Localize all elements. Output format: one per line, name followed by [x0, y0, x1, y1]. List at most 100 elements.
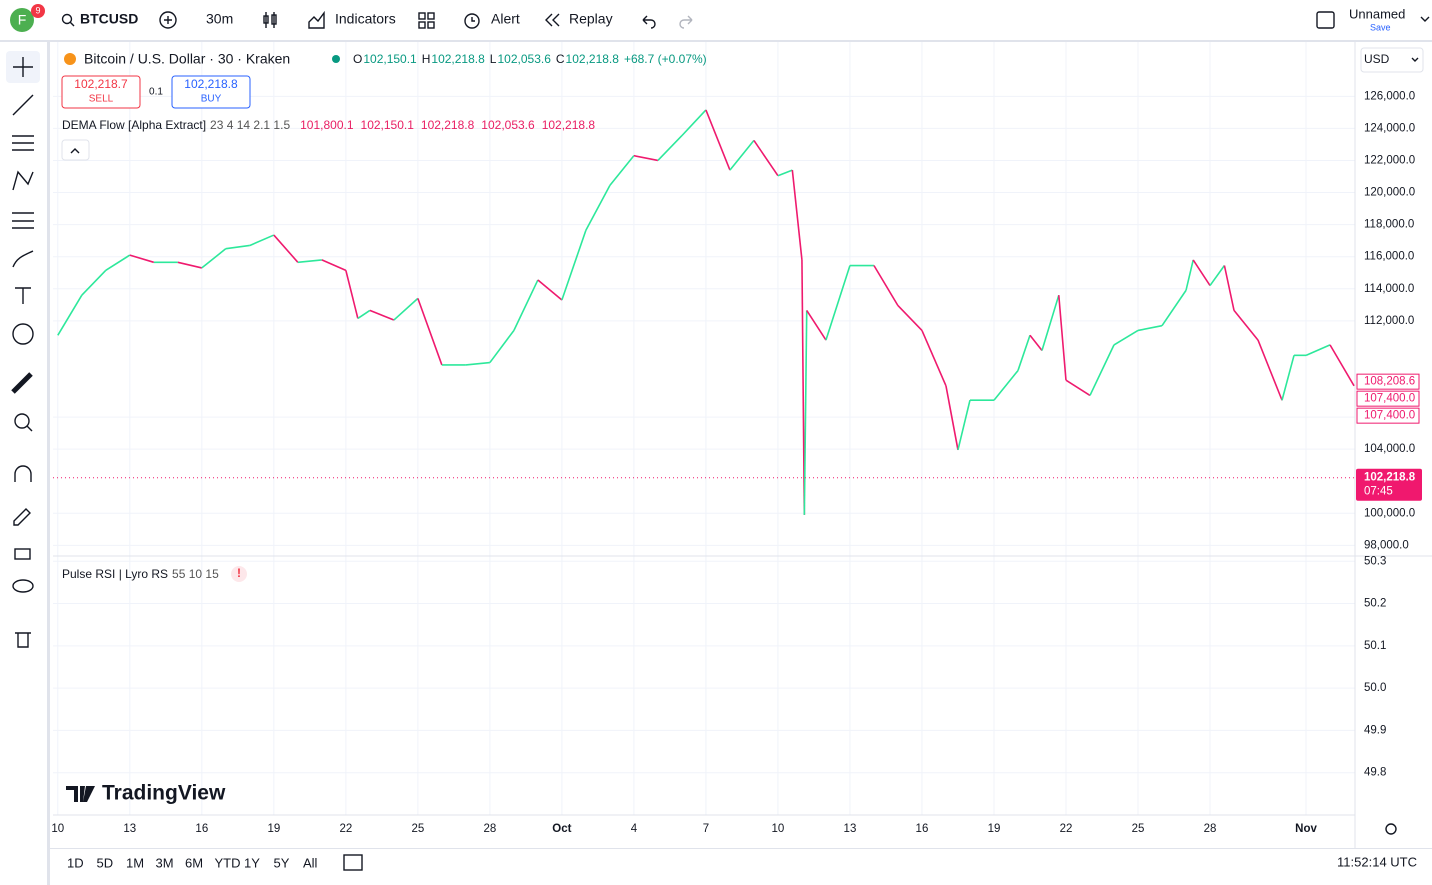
x-tick-label: 16: [916, 823, 929, 835]
indicators[interactable]: Indicators: [335, 11, 396, 27]
buy-button[interactable]: [171, 75, 251, 109]
price-tag-label: 107,400.0: [1364, 393, 1415, 405]
date-range-icon[interactable]: [343, 854, 363, 871]
replay[interactable]: Replay: [569, 11, 613, 27]
y-tick-label: 120,000.0: [1364, 187, 1415, 199]
x-tick-label: 19: [267, 823, 280, 835]
price-segment: [1089, 344, 1115, 396]
range-button[interactable]: 6M: [185, 855, 203, 870]
price-segment: [957, 400, 971, 451]
zoom-tool[interactable]: [14, 413, 30, 429]
price-segment: [57, 294, 83, 336]
warning-badge: [231, 566, 247, 582]
range-button[interactable]: 3M: [156, 855, 174, 870]
range-button[interactable]: 1D: [67, 855, 84, 870]
range-button[interactable]: All: [303, 855, 318, 870]
line-tool[interactable]: [12, 94, 34, 116]
symbol[interactable]: BTCUSD: [80, 11, 138, 27]
layout-icon[interactable]: [418, 12, 426, 20]
crosshair-tool[interactable]: [13, 57, 33, 77]
ohlc-value: 102,150.1: [363, 52, 417, 66]
ohlc-label: L: [490, 52, 497, 66]
x-tick-label: 7: [703, 823, 709, 835]
interval[interactable]: 30m: [206, 11, 233, 27]
x-tick-label: 13: [123, 823, 136, 835]
x-tick-label: 10: [772, 823, 785, 835]
price-segment: [657, 135, 683, 162]
price-segment: [1029, 334, 1043, 352]
replay-icon: [545, 13, 560, 27]
avatar[interactable]: [10, 8, 34, 32]
sell-button[interactable]: [61, 75, 141, 109]
add-icon[interactable]: [159, 11, 177, 29]
search-icon: [61, 13, 73, 25]
indicator-name: DEMA Flow [Alpha Extract]: [62, 118, 206, 132]
price-segment: [993, 370, 1019, 401]
price-segment: [806, 309, 827, 341]
alert[interactable]: Alert: [491, 11, 520, 27]
x-tick-label: 4: [631, 823, 638, 835]
y-tick-label: 116,000.0: [1364, 251, 1414, 263]
sell-price: 102,218.7: [74, 77, 128, 91]
price-segment: [357, 309, 371, 320]
text-tool[interactable]: [15, 287, 31, 304]
delete-tool[interactable]: [15, 632, 31, 648]
watermark: TradingView: [102, 782, 226, 805]
save[interactable]: Save: [1370, 22, 1391, 32]
indicator-value: 102,150.1: [361, 118, 415, 132]
left-bar: [0, 42, 47, 885]
layout-menu[interactable]: [1420, 16, 1430, 22]
range-button[interactable]: YTD: [215, 855, 241, 870]
x-tick-label: Oct: [552, 823, 571, 835]
rsi-tick-label: 49.8: [1364, 767, 1386, 779]
price-segment: [129, 254, 155, 264]
price-segment: [1041, 294, 1060, 351]
emoji-tool[interactable]: [12, 323, 34, 345]
price-tag: [1356, 373, 1420, 390]
layout-name[interactable]: Unnamed: [1349, 6, 1405, 21]
price-segment: [249, 234, 275, 247]
undo[interactable]: [642, 15, 656, 29]
ruler-tool[interactable]: [11, 372, 33, 394]
magnet-tool[interactable]: [14, 465, 32, 482]
pattern-tool[interactable]: [12, 170, 34, 191]
ohlc-label: O: [353, 52, 362, 66]
price-segment: [945, 385, 959, 451]
fib-tool[interactable]: [12, 135, 34, 151]
indicator-value: 101,800.1: [300, 118, 354, 132]
redo[interactable]: [679, 15, 693, 29]
price-segment: [1185, 259, 1194, 291]
hide-tool[interactable]: [12, 579, 34, 593]
y-tick-label: 112,000.0: [1364, 315, 1414, 327]
settings[interactable]: [1385, 823, 1397, 835]
chart-area: [50, 42, 1432, 848]
currency-select[interactable]: [1360, 47, 1424, 73]
buy-price: 102,218.8: [184, 77, 238, 91]
badge: [31, 4, 45, 18]
tv-logo: [66, 786, 95, 802]
forecast-tool[interactable]: [12, 212, 34, 229]
layout-box[interactable]: [1316, 11, 1335, 29]
clock: 11:52:14 UTC: [1337, 854, 1417, 869]
price-segment: [1233, 309, 1259, 341]
range-button[interactable]: 1M: [126, 855, 144, 870]
btc-icon: [64, 53, 76, 65]
lock-draw-tool[interactable]: [13, 508, 31, 526]
brush-tool[interactable]: [12, 250, 34, 268]
indicator-value: 102,218.8: [542, 118, 596, 132]
lock-tool[interactable]: [14, 548, 31, 560]
y-tick-label: 118,000.0: [1364, 219, 1414, 231]
range-button[interactable]: 1Y: [244, 855, 260, 870]
price-segment: [1161, 289, 1187, 327]
price-segment: [489, 329, 515, 364]
price-tag-label: 108,208.6: [1364, 376, 1415, 388]
ranges: 1D 5D 1M 3M 6M YTD 1Y 5Y All: [67, 855, 318, 870]
y-tick-label: 122,000.0: [1364, 155, 1415, 167]
range-button[interactable]: 5D: [97, 855, 114, 870]
price-segment: [633, 154, 659, 162]
indicator-legend: DEMA Flow [Alpha Extract] 23 4 14 2.1 1.5…: [62, 118, 595, 132]
range-button[interactable]: 5Y: [274, 855, 290, 870]
y-tick-label: 114,000.0: [1364, 283, 1414, 295]
quantity: 0.1: [149, 87, 163, 98]
